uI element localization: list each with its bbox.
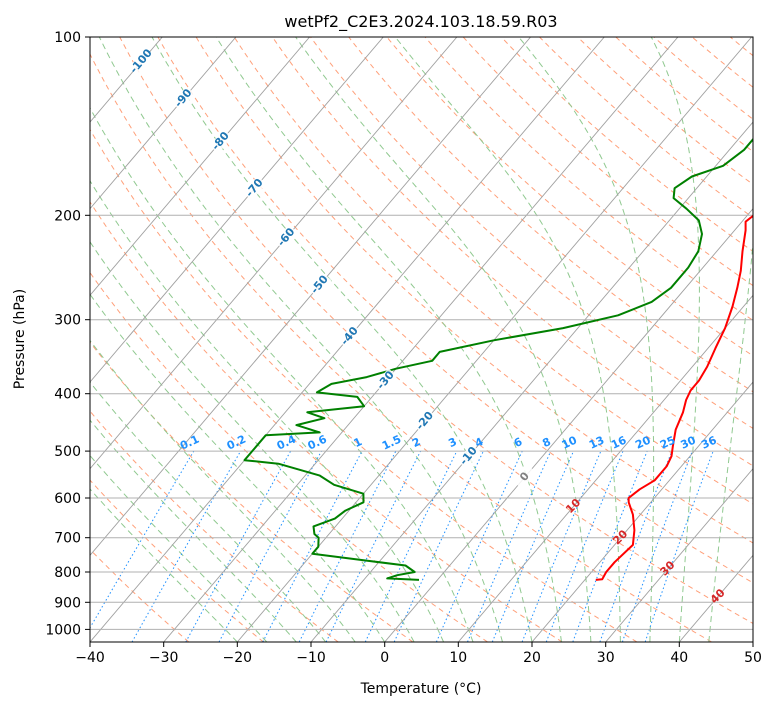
- moist-adiabat-line: [295, 37, 592, 642]
- dry-adiabat-line: [90, 128, 638, 642]
- x-tick-label: −30: [149, 650, 179, 666]
- isotherm-label-bg: [413, 408, 437, 434]
- isotherm-label-bg: [129, 49, 154, 74]
- isotherm-label-bg: [513, 464, 537, 490]
- y-tick-label: 200: [54, 208, 81, 224]
- mixing-ratio-label: 20: [633, 433, 653, 451]
- isotherm-label-bg: [457, 443, 481, 469]
- dry-adiabat-line: [90, 53, 712, 642]
- mixing-ratio-line: [364, 450, 458, 642]
- isotherm-label-bg: [209, 129, 233, 154]
- dry-adiabat-line: [90, 341, 414, 642]
- isotherm-label-bg: [338, 324, 362, 349]
- isotherm-line: [90, 37, 531, 556]
- y-tick-label: 600: [54, 491, 81, 507]
- moist-adiabat-line: [90, 454, 268, 642]
- mixing-ratio-line: [621, 450, 693, 642]
- dry-adiabat-line: [119, 37, 753, 625]
- mixing-ratio-label: 30: [679, 433, 699, 451]
- isotherm-line: [384, 207, 753, 642]
- x-tick-label: −40: [75, 650, 105, 666]
- mixing-ratio-line: [491, 450, 574, 642]
- dry-adiabat-line: [195, 37, 753, 544]
- isotherm-line: [457, 294, 753, 642]
- moist-adiabat-line: [151, 37, 533, 642]
- temperature-profile-line: [595, 214, 753, 581]
- y-tick-label: 100: [54, 30, 81, 46]
- y-tick-label: 500: [54, 444, 81, 460]
- x-tick-label: −10: [296, 650, 326, 666]
- mixing-ratio-line: [90, 450, 195, 629]
- x-tick-label: 40: [670, 650, 688, 666]
- isotherm-label-bg: [308, 272, 332, 298]
- dry-adiabat-line: [615, 37, 753, 153]
- y-tick-label: 800: [54, 565, 81, 581]
- mixing-ratio-line: [467, 450, 552, 642]
- x-tick-label: 10: [449, 650, 467, 666]
- y-tick-label: 900: [54, 595, 81, 611]
- isotherm-label-bg: [374, 368, 398, 393]
- dewpoint-profile-line: [243, 137, 753, 581]
- plot-frame: [89, 36, 754, 643]
- x-tick-label: 20: [523, 650, 541, 666]
- y-tick-label: 700: [54, 531, 81, 547]
- moist-adiabat-line: [90, 339, 356, 642]
- dry-adiabat-line: [577, 37, 753, 185]
- mixing-ratio-line: [218, 450, 322, 642]
- mixing-ratio-line: [325, 450, 422, 642]
- isotherm-line: [531, 381, 753, 642]
- mixing-ratio-label: 10: [560, 433, 580, 451]
- isotherm-line: [90, 37, 237, 210]
- x-tick-label: −20: [223, 650, 253, 666]
- moist-adiabat-line: [518, 37, 655, 642]
- moist-adiabat-line: [90, 488, 238, 642]
- line-labels: -100-90-80-70-60-50-40-30-20-10010203040…: [127, 46, 728, 606]
- mixing-ratio-label: 36: [699, 433, 719, 451]
- mixing-ratio-label: 13: [587, 434, 606, 452]
- moist-adiabat-line: [90, 240, 415, 642]
- mixing-ratio-line: [435, 450, 523, 642]
- chart-title: wetPf2_C2E3.2024.103.18.59.R03: [284, 12, 557, 32]
- isotherm-line: [90, 37, 384, 383]
- mixing-ratio-label: 16: [609, 433, 629, 451]
- mixing-ratio-label: 25: [658, 434, 677, 452]
- isotherm-label-bg: [274, 225, 299, 250]
- x-tick-label: 30: [597, 650, 615, 666]
- mixing-ratio-line: [644, 450, 714, 642]
- y-tick-label: 1000: [45, 622, 81, 638]
- y-tick-label: 400: [54, 387, 81, 403]
- x-axis-title: Temperature (°C): [360, 681, 482, 697]
- y-axis-title: Pressure (hPa): [12, 289, 28, 389]
- isotherm-label-bg: [171, 86, 196, 111]
- plot-area: [90, 37, 753, 642]
- moist-adiabat-line: [90, 179, 445, 642]
- isotherm-line: [605, 467, 753, 642]
- dry-adiabat-line: [90, 201, 563, 642]
- mixing-ratio-line: [131, 450, 242, 642]
- y-tick-label: 300: [54, 313, 81, 329]
- mixing-ratio-line: [393, 450, 484, 642]
- isotherm-line: [310, 121, 753, 642]
- isotherm-line: [163, 37, 679, 642]
- axes: −40 −30 −20 −10 0 10 20 30 40 50 1000 900 800 700 600 5…: [45, 30, 762, 666]
- x-tick-label: 50: [744, 650, 762, 666]
- isotherm-label-bg: [243, 175, 267, 201]
- x-tick-label: 0: [380, 650, 389, 666]
- mixing-ratio-line: [185, 450, 292, 642]
- moist-adiabat-line: [708, 237, 753, 642]
- isotherm-line: [90, 37, 458, 470]
- moist-adiabat-line: [90, 106, 474, 642]
- moist-adiabat-line: [650, 37, 700, 642]
